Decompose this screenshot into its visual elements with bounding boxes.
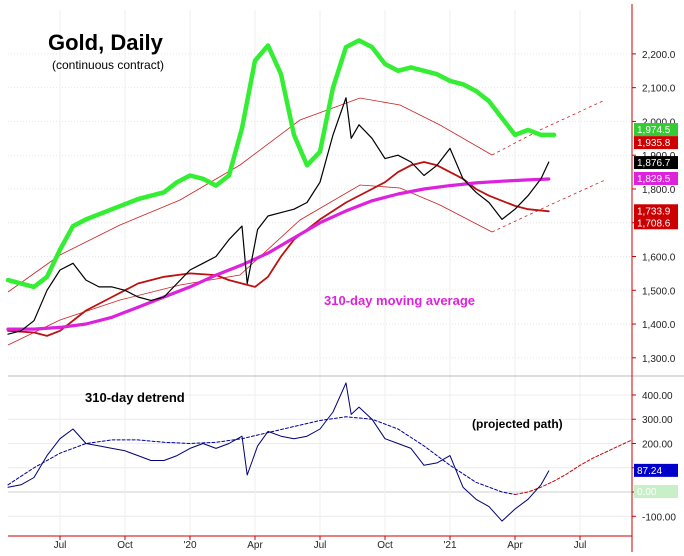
price-badge-label: 1,935.8 <box>637 138 671 149</box>
price-badges: 1,974.5 1,935.8 1,876.7 1,829.5 1,733.91,708… <box>634 123 678 499</box>
price-tick-label: 2,000.0 <box>642 117 676 128</box>
price-badge-box <box>634 216 678 230</box>
zero-badge-box <box>634 485 678 499</box>
detrend-badge-label: 87.24 <box>637 466 662 477</box>
chart-title: Gold, Daily <box>48 30 164 55</box>
x-tick-label: Jul <box>54 540 67 551</box>
price-tick-label: 1,500.0 <box>642 286 676 297</box>
upper-envelope <box>7 97 493 293</box>
price-tick-label: 1,400.0 <box>642 320 676 331</box>
price-badge-label: 1,876.7 <box>637 158 671 169</box>
x-tick-label: '20 <box>183 540 196 551</box>
upper-envelope-projection <box>491 99 606 156</box>
series-lines <box>5 38 633 522</box>
projected-path-annotation: (projected path) <box>472 417 563 431</box>
x-tick-label: Apr <box>247 540 263 551</box>
detrend-tick-label: 400.00 <box>642 391 673 402</box>
x-tick-label: Apr <box>507 540 523 551</box>
detrend-badge-box <box>634 463 678 477</box>
price-badge-label: 1,974.5 <box>637 125 671 136</box>
price-badge-box <box>634 123 678 137</box>
price-badge-box <box>634 172 678 186</box>
detrend-tick-label: 200.00 <box>642 440 673 451</box>
detrend-cycle-line <box>7 416 516 495</box>
price-badge-label: 1,733.9 <box>637 206 671 217</box>
gold-price-line <box>7 97 550 335</box>
price-tick-label: 1,600.0 <box>642 253 676 264</box>
price-badge-label: 1,708.6 <box>637 218 671 229</box>
grid <box>8 10 632 536</box>
detrend-line <box>7 382 550 522</box>
price-badge-box <box>634 204 678 218</box>
price-badge-box <box>634 156 678 170</box>
x-tick-label: Oct <box>377 540 393 551</box>
lower-envelope-projection <box>491 179 606 233</box>
price-badge-label: 1,829.5 <box>637 174 671 185</box>
green-cycle-line <box>5 38 557 290</box>
price-badge-box <box>634 136 678 150</box>
moving-average-line <box>6 177 551 331</box>
price-tick-label: 1,800.0 <box>642 185 676 196</box>
envelope-bands <box>7 97 606 346</box>
detrend-tick-label: 300.00 <box>642 415 673 426</box>
chart-subtitle: (continuous contract) <box>52 58 164 72</box>
zero-badge-label: 0.00 <box>637 487 657 498</box>
projected-path-line <box>514 439 633 495</box>
price-tick-label: 2,100.0 <box>642 84 676 95</box>
x-tick-label: Jul <box>574 540 587 551</box>
x-tick-label: Jul <box>314 540 327 551</box>
price-tick-label: 2,200.0 <box>642 50 676 61</box>
detrend-tick-label: -100.00 <box>642 512 676 523</box>
x-tick-label: '21 <box>443 540 456 551</box>
detrend-title: 310-day detrend <box>85 390 185 405</box>
x-tick-label: Oct <box>117 540 133 551</box>
lower-envelope <box>7 184 493 346</box>
moving-average-annotation: 310-day moving average <box>324 293 475 308</box>
price-tick-label: 1,300.0 <box>642 354 676 365</box>
